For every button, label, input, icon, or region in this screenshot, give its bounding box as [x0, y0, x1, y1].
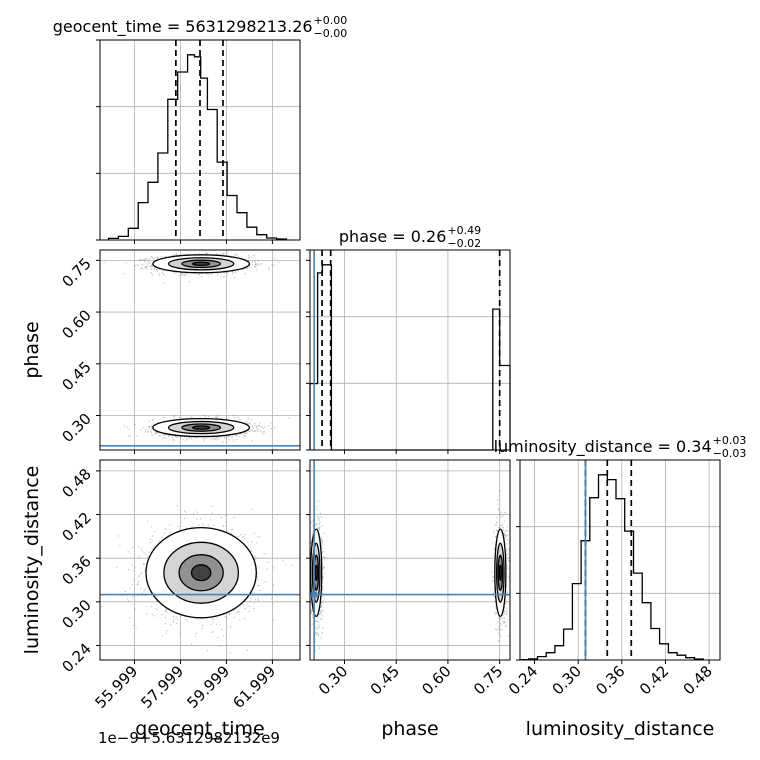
tick-label: 0.60 [418, 662, 454, 698]
density-contour [190, 564, 212, 582]
histogram-step [519, 474, 704, 661]
title-main: phase = 0.26 [339, 227, 446, 246]
tick-label: 0.48 [680, 662, 716, 698]
panel-frame [99, 459, 301, 661]
tick-label: 0.36 [592, 662, 628, 698]
tick-label: 0.75 [58, 254, 94, 290]
title-geocent_time: geocent_time = 5631298213.26 +0.00−0.00 [53, 14, 348, 40]
panel-frame [519, 459, 721, 661]
tick-label: 0.48 [58, 465, 94, 501]
title-plus: +0.03 [713, 434, 747, 447]
density-contour [314, 564, 318, 582]
tick-label: 0.24 [505, 662, 541, 698]
axis-label-phase: phase [21, 321, 43, 378]
tick-label: 0.60 [58, 306, 94, 342]
axis-label-phase: phase [381, 718, 438, 740]
tick-label: 0.45 [58, 358, 94, 394]
histogram-step [309, 264, 511, 451]
tick-label: 0.30 [549, 662, 585, 698]
tick-label: 0.30 [58, 410, 94, 446]
tick-label: 0.24 [58, 640, 94, 676]
title-plus: +0.00 [314, 14, 348, 27]
panel-frame [309, 249, 511, 451]
tick-label: 0.36 [58, 552, 94, 588]
panel-frame [99, 39, 301, 241]
hist-luminosity_distance [516, 459, 721, 661]
hist-geocent_time [96, 39, 301, 241]
density-contour [498, 564, 502, 582]
panel-frame [309, 459, 511, 661]
panel-geocent_time-luminosity_distance [99, 459, 301, 661]
panel-frame [99, 249, 301, 451]
density-contour [192, 425, 211, 430]
tick-label: 0.45 [367, 662, 403, 698]
title-phase: phase = 0.26 +0.49−0.02 [339, 224, 481, 250]
tick-label: 61.999 [229, 662, 279, 712]
title-plus: +0.49 [447, 224, 481, 237]
axis-label-luminosity_distance: luminosity_distance [526, 718, 715, 740]
axis-label-geocent_time: geocent_time [135, 718, 264, 740]
tick-label: 59.999 [183, 662, 233, 712]
title-minus: −0.03 [713, 447, 747, 460]
tick-label: 57.999 [137, 662, 187, 712]
title-minus: −0.00 [314, 27, 348, 40]
density-contour [192, 261, 211, 267]
tick-label: 0.30 [58, 596, 94, 632]
tick-label: 0.42 [58, 509, 94, 545]
tick-label: 55.999 [91, 662, 141, 712]
panel-phase-luminosity_distance [309, 459, 511, 661]
tick-label: 0.42 [636, 662, 672, 698]
title-minus: −0.02 [447, 237, 481, 250]
axis-label-luminosity_distance: luminosity_distance [21, 466, 43, 655]
title-main: geocent_time = 5631298213.26 [53, 17, 313, 37]
tick-label: 0.30 [315, 662, 351, 698]
tick-label: 0.75 [470, 662, 506, 698]
histogram-step [107, 54, 288, 240]
offset-text: 1e−9+5.6312982132e9 [98, 729, 280, 747]
panel-geocent_time-phase [99, 249, 301, 451]
title-luminosity_distance: luminosity_distance = 0.34 +0.03−0.03 [494, 434, 747, 460]
hist-phase [306, 249, 511, 451]
title-main: luminosity_distance = 0.34 [494, 437, 712, 457]
